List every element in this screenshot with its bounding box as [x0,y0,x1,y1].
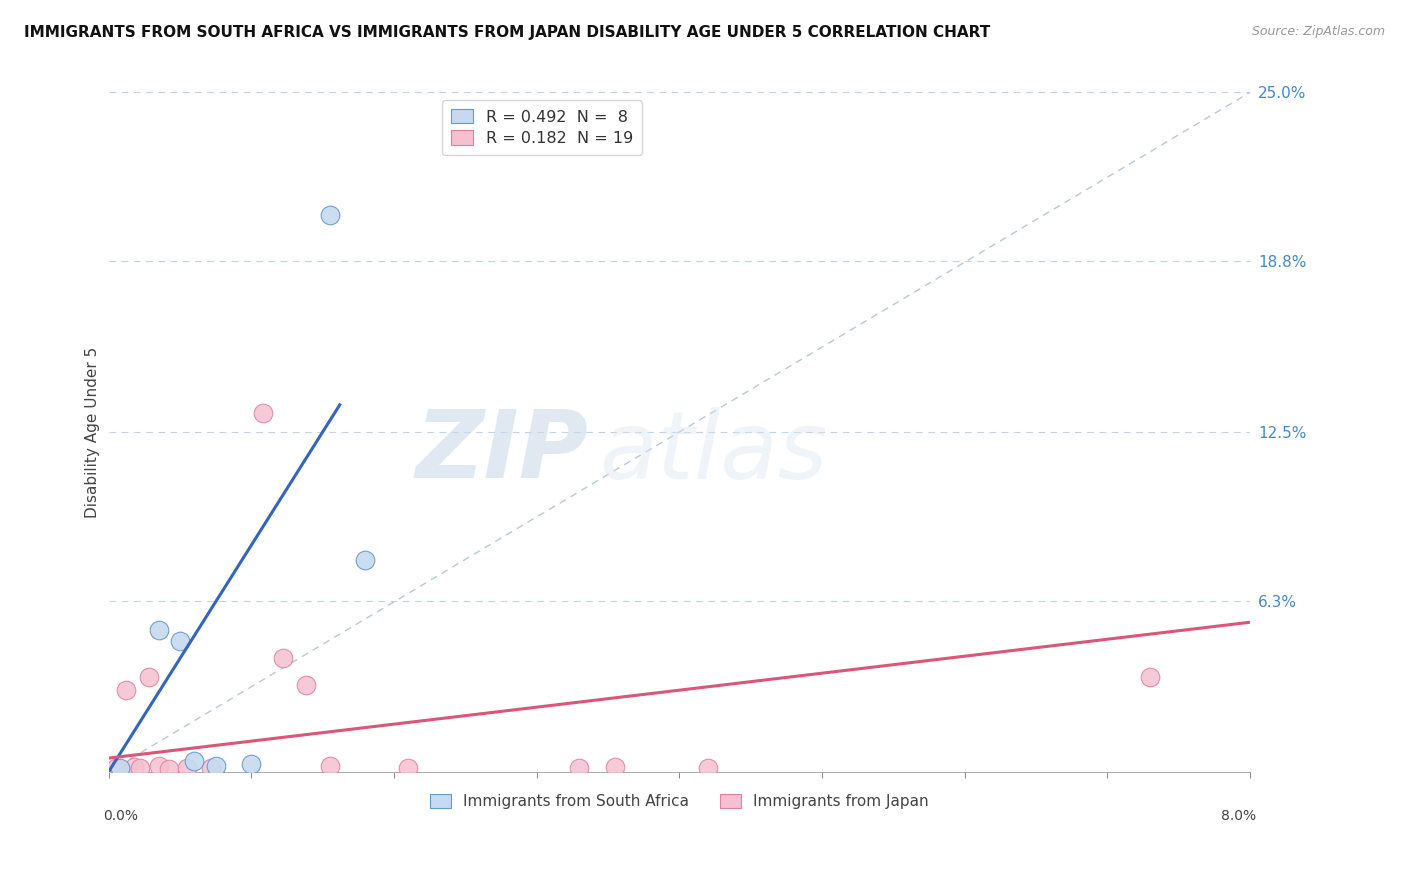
Point [568,761,591,775]
Point [108,761,131,775]
Point [696,761,718,775]
Text: 8.0%: 8.0% [1220,809,1256,823]
Y-axis label: Disability Age Under 5: Disability Age Under 5 [86,346,100,517]
Point [603,760,626,774]
Point [148,759,170,773]
Point [148,624,170,638]
Point [169,634,191,648]
Point [200,761,222,775]
Point [176,761,198,775]
Point [319,759,342,773]
Point [183,754,205,768]
Point [114,683,136,698]
Point [252,406,274,420]
Point [240,756,263,771]
Text: Source: ZipAtlas.com: Source: ZipAtlas.com [1251,25,1385,38]
Legend: Immigrants from South Africa, Immigrants from Japan: Immigrants from South Africa, Immigrants… [423,788,935,815]
Point [104,761,127,775]
Point [129,761,152,775]
Point [1139,670,1161,684]
Point [354,553,377,567]
Text: IMMIGRANTS FROM SOUTH AFRICA VS IMMIGRANTS FROM JAPAN DISABILITY AGE UNDER 5 COR: IMMIGRANTS FROM SOUTH AFRICA VS IMMIGRAN… [24,25,990,40]
Point [108,762,131,776]
Point [157,762,180,776]
Point [271,650,294,665]
Point [138,670,160,684]
Text: ZIP: ZIP [415,407,588,499]
Point [204,759,226,773]
Text: atlas: atlas [599,407,828,498]
Point [124,760,146,774]
Point [319,208,342,222]
Point [294,678,316,692]
Text: 0.0%: 0.0% [103,809,138,823]
Point [396,761,419,775]
